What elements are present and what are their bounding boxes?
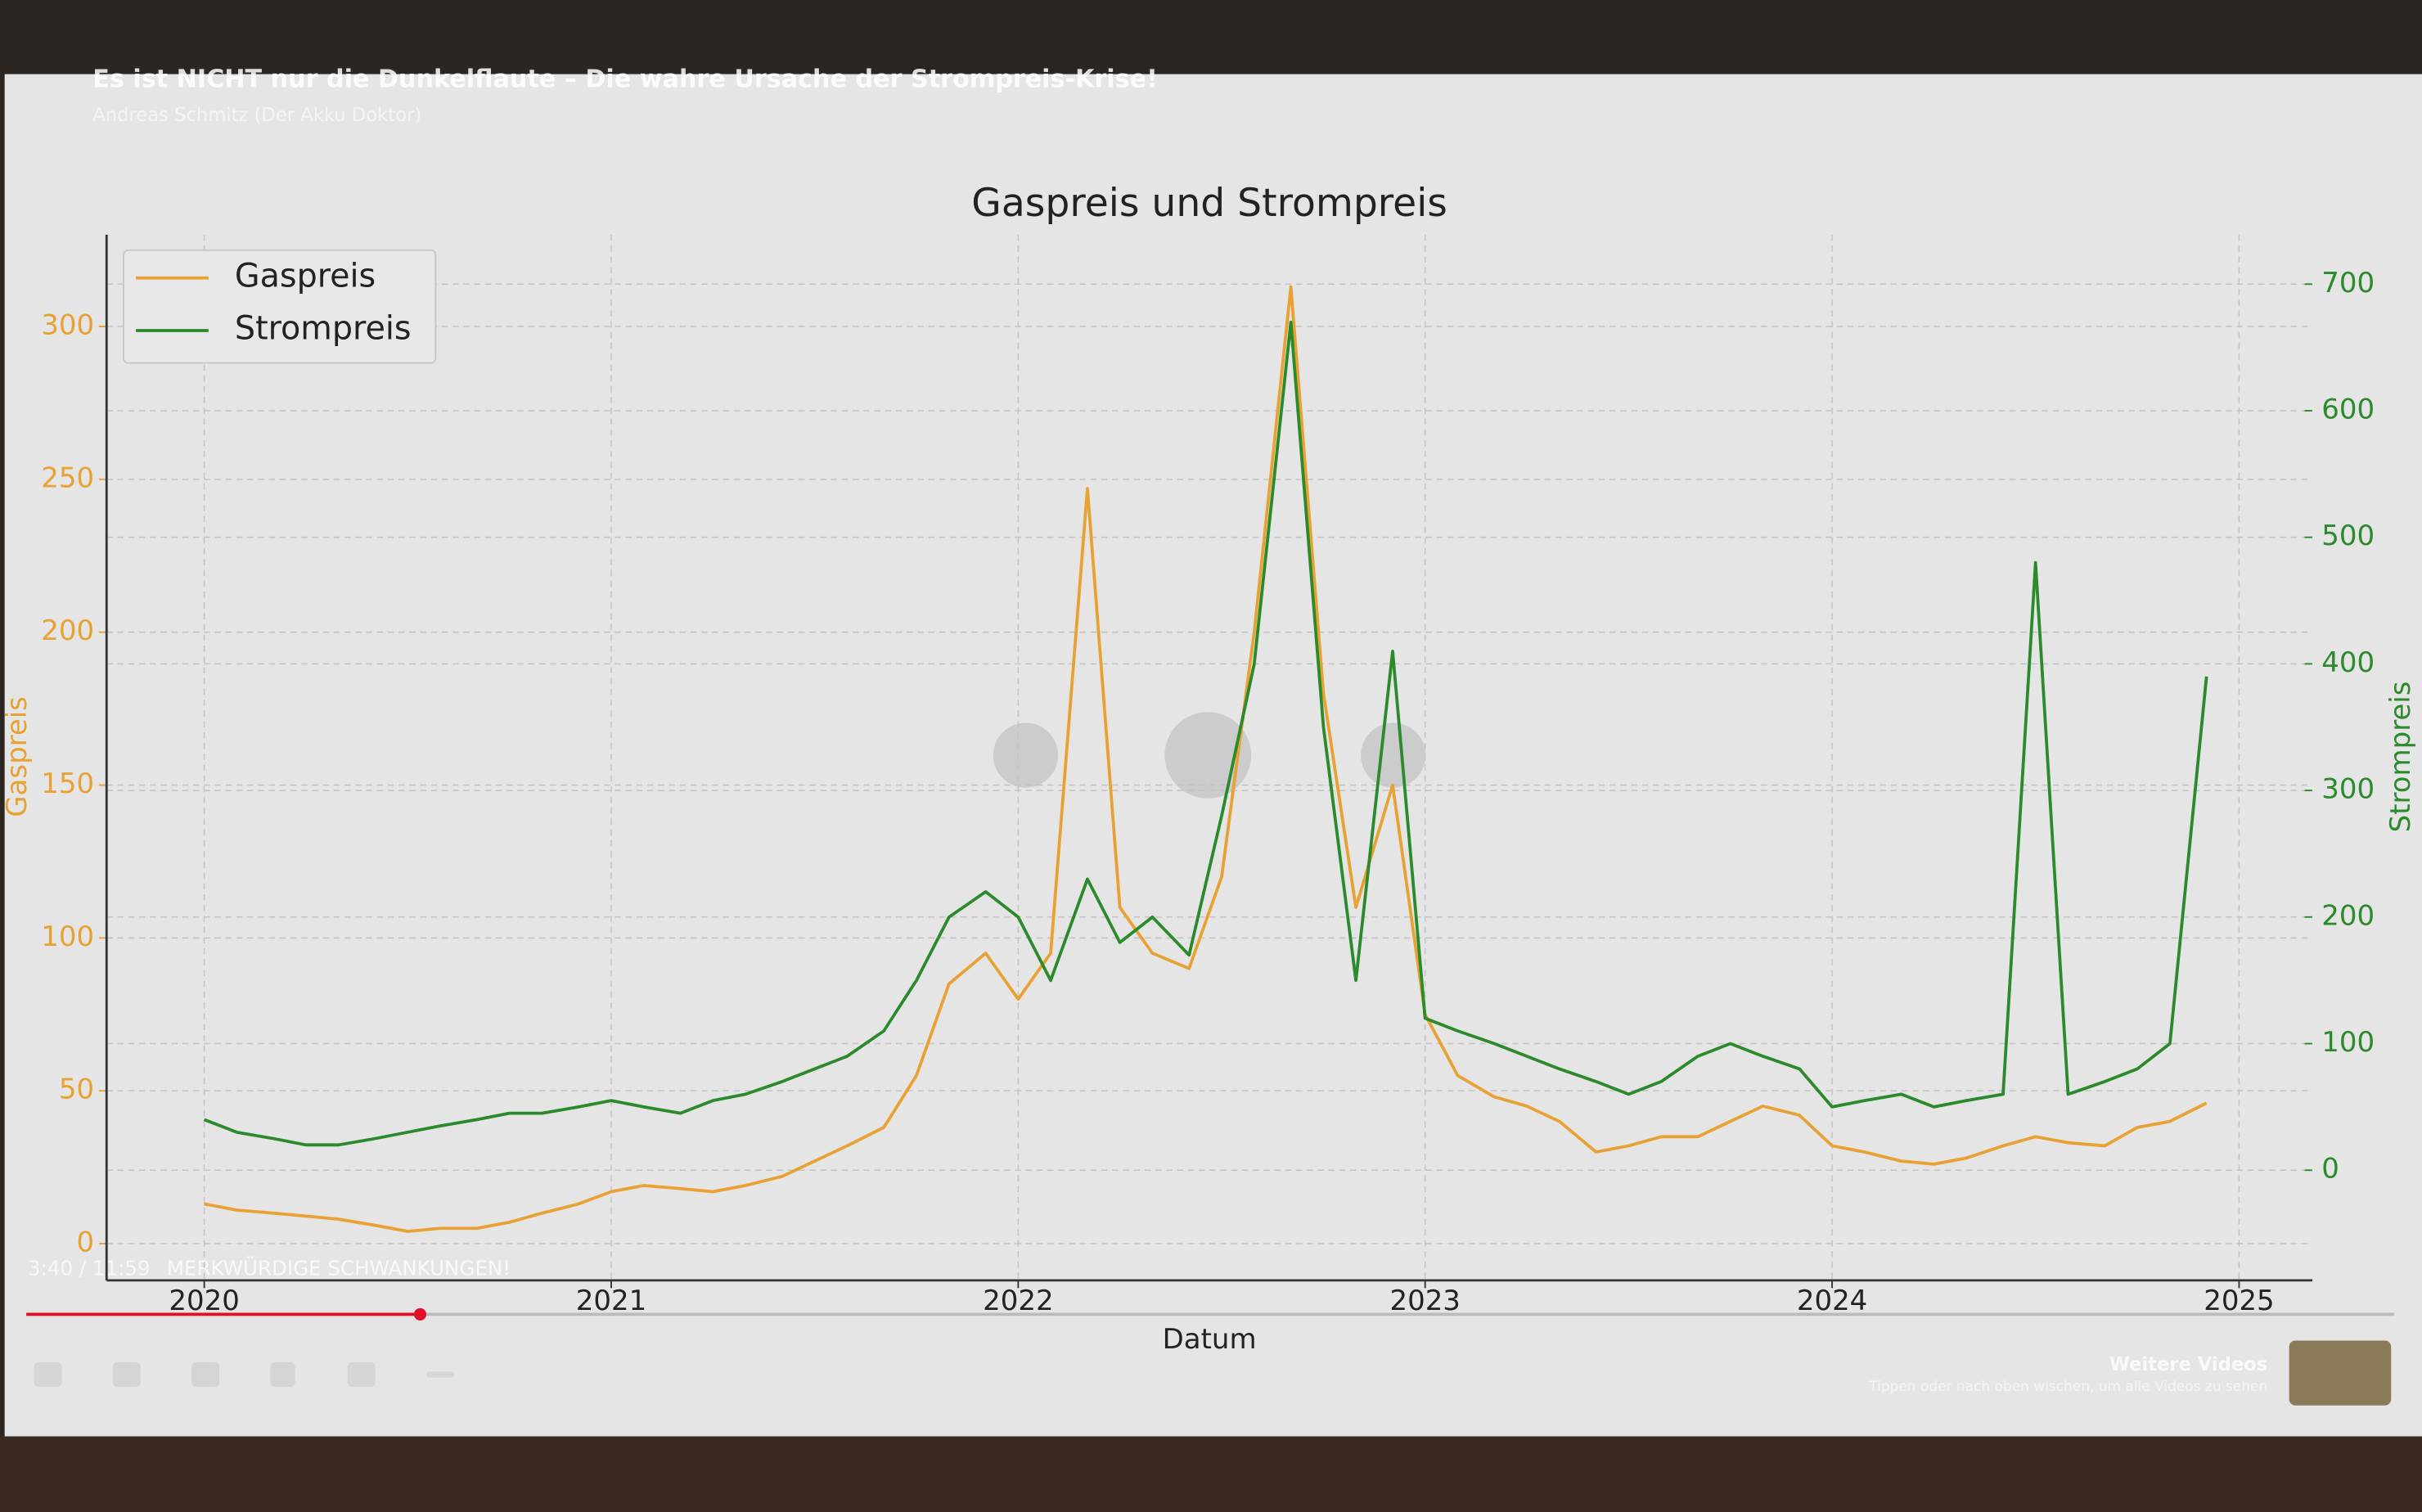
y2-tick-label: 300 [2321,773,2375,806]
y-axis-label: Gaspreis [1,696,34,817]
x-axis-label: Datum [1163,1323,1257,1356]
y-tick-label: 50 [59,1073,94,1106]
channel-name[interactable]: Andreas Schmitz (Der Akku Doktor) [92,105,421,126]
legend-label: Strompreis [235,309,412,347]
background-bottom [0,1436,2422,1512]
video-title[interactable]: Es ist NICHT nur die Dunkelflaute – Die … [92,65,1158,94]
more-videos[interactable]: Weitere Videos [2109,1354,2267,1375]
y2-tick-label: 200 [2321,899,2375,932]
more-videos-hint: Tippen oder nach oben wischen, um alle V… [1868,1379,2267,1395]
x-tick-label: 2022 [983,1285,1053,1317]
chapter-title[interactable]: MERKWÜRDIGE SCHWANKUNGEN! [167,1257,511,1280]
y-tick-label: 0 [77,1226,95,1259]
y-tick-label: 300 [41,309,94,342]
dislike-button[interactable] [112,1361,141,1388]
chart-title: Gaspreis und Strompreis [971,181,1447,226]
chart: Gaspreis und Strompreis 2020 2021 2022 2023 2… [1,181,2417,1356]
y-tick-label: 250 [41,461,94,494]
x-tick-label: 2025 [2204,1285,2274,1317]
time-display: 3:40 / 11:59 [28,1257,151,1280]
y-tick-label: 100 [41,920,94,953]
video-thumbnail[interactable] [2289,1340,2392,1406]
y2-tick-label: 600 [2321,393,2375,425]
save-button[interactable] [270,1361,295,1388]
legend-label: Gaspreis [235,257,376,295]
share-button[interactable] [347,1361,376,1388]
x-tick-label: 2021 [576,1285,646,1317]
comments-button[interactable] [191,1361,220,1388]
progress-handle[interactable] [413,1307,427,1321]
y2-tick-label: 500 [2321,520,2375,552]
y-tick-label: 150 [41,767,94,800]
x-tick-label: 2020 [169,1285,239,1317]
progress-played [26,1312,421,1316]
action-bar [34,1361,454,1388]
previous-button[interactable] [993,722,1059,788]
line-series [203,320,2208,1147]
y2-axis-label: Strompreis [2384,682,2417,833]
y2-tick-label: 100 [2321,1026,2375,1059]
y2-tick-label: 700 [2321,267,2375,299]
y2-tick-label: 400 [2321,646,2375,679]
y-tick-label: 200 [41,614,94,647]
line-series [204,285,2208,1233]
y2-tick-label: 0 [2321,1153,2339,1186]
like-button[interactable] [34,1361,62,1388]
progress-track[interactable] [26,1312,2395,1316]
x-tick-label: 2023 [1389,1285,1460,1317]
more-button[interactable] [426,1371,454,1378]
next-button[interactable] [1361,722,1426,788]
x-tick-label: 2024 [1797,1285,1867,1317]
